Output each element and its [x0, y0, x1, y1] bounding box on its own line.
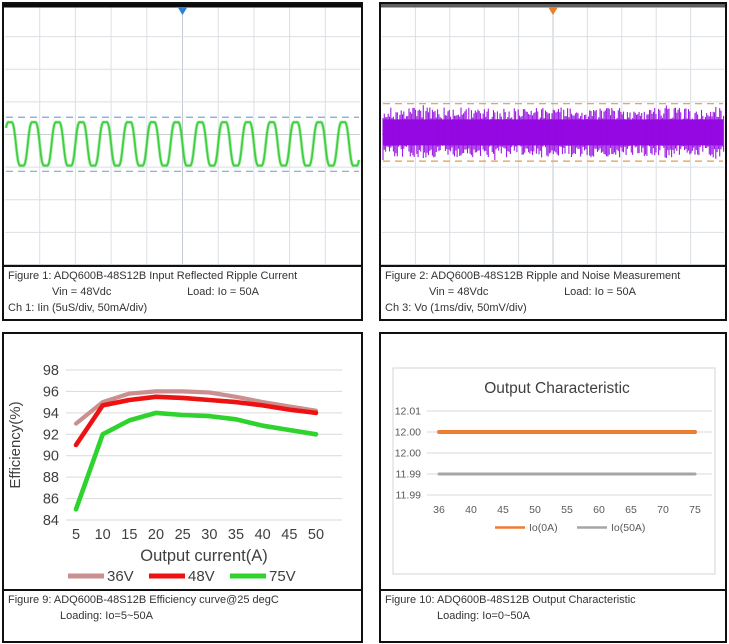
figure1-panel: Figure 1: ADQ600B-48S12B Input Reflected…	[2, 2, 363, 321]
svg-text:Io(50A): Io(50A)	[611, 522, 645, 534]
figure10-caption: Figure 10: ADQ600B-48S12B Output Charact…	[381, 589, 725, 641]
figure2-caption: Figure 2: ADQ600B-48S12B Ripple and Nois…	[381, 265, 725, 319]
figure1-scope-waveform	[4, 4, 361, 265]
svg-text:45: 45	[497, 504, 509, 516]
figure2-conditions: Vin = 48Vdc Load: Io = 50A	[385, 285, 720, 301]
svg-text:86: 86	[43, 492, 59, 508]
svg-text:30: 30	[201, 527, 217, 543]
svg-text:92: 92	[43, 427, 59, 443]
figure10-chart-area: Output Characteristic 12.01 12.00 12.00 11.9…	[381, 334, 725, 589]
svg-text:10: 10	[95, 527, 111, 543]
figure9-caption: Figure 9: ADQ600B-48S12B Efficiency curv…	[4, 589, 361, 641]
svg-text:50: 50	[308, 527, 324, 543]
figure1-vin: Vin = 48Vdc	[52, 285, 112, 298]
svg-text:45: 45	[281, 527, 297, 543]
figure1-channel: Ch 1: Iin (5uS/div, 50mA/div)	[8, 301, 148, 314]
svg-text:90: 90	[43, 449, 59, 465]
svg-text:60: 60	[593, 504, 605, 516]
figure1-load: Load: Io = 50A	[187, 285, 259, 298]
figure2-scope-waveform: 3	[381, 4, 725, 265]
svg-text:75V: 75V	[269, 568, 296, 585]
figure2-title: Figure 2: ADQ600B-48S12B Ripple and Nois…	[385, 270, 681, 282]
svg-text:48V: 48V	[188, 568, 215, 585]
svg-text:12.01: 12.01	[395, 406, 421, 418]
svg-text:40: 40	[465, 504, 477, 516]
svg-text:96: 96	[43, 384, 59, 400]
figure10-title: Figure 10: ADQ600B-48S12B Output Charact…	[385, 594, 636, 606]
svg-text:11.99: 11.99	[396, 490, 422, 502]
efficiency-chart: 98 96 94 92 90 88 86 84 5 10 15 20 25 30 35 40 45 50 Outpu…	[7, 363, 342, 585]
svg-text:Output Characteristic: Output Characteristic	[484, 380, 630, 397]
svg-text:50: 50	[529, 504, 541, 516]
svg-text:98: 98	[43, 363, 59, 379]
figure9-chart-area: 98 96 94 92 90 88 86 84 5 10 15 20 25 30 35 40 45 50 Outpu…	[4, 334, 361, 589]
svg-text:12.00: 12.00	[395, 448, 421, 460]
figure10-loading: Loading: Io=0~50A	[437, 609, 530, 622]
figure2-vin: Vin = 48Vdc	[429, 285, 489, 298]
svg-text:36: 36	[433, 504, 445, 516]
figure9-panel: 98 96 94 92 90 88 86 84 5 10 15 20 25 30 35 40 45 50 Outpu…	[2, 332, 363, 643]
svg-text:5: 5	[72, 527, 80, 543]
figure2-channel: Ch 3: Vo (1ms/div, 50mV/div)	[385, 301, 527, 314]
svg-text:Output current(A): Output current(A)	[140, 547, 267, 565]
svg-text:25: 25	[175, 527, 191, 543]
figure10-panel: Output Characteristic 12.01 12.00 12.00 11.9…	[379, 332, 727, 643]
svg-text:70: 70	[657, 504, 669, 516]
svg-text:84: 84	[43, 513, 59, 529]
svg-text:Efficiency(%): Efficiency(%)	[7, 401, 24, 488]
figure1-oscilloscope-display	[4, 4, 361, 265]
svg-text:20: 20	[148, 527, 164, 543]
figure1-title: Figure 1: ADQ600B-48S12B Input Reflected…	[8, 270, 298, 282]
svg-text:15: 15	[121, 527, 137, 543]
svg-text:94: 94	[43, 406, 59, 422]
figure2-oscilloscope-display: 3	[381, 4, 725, 265]
svg-text:11.99: 11.99	[396, 469, 422, 481]
figure1-caption: Figure 1: ADQ600B-48S12B Input Reflected…	[4, 265, 361, 319]
figure1-conditions: Vin = 48Vdc Load: Io = 50A	[8, 285, 356, 301]
figure9-loading: Loading: Io=5~50A	[60, 609, 153, 622]
svg-text:Io(0A): Io(0A)	[529, 522, 558, 534]
svg-text:55: 55	[561, 504, 573, 516]
svg-text:3: 3	[382, 127, 387, 137]
svg-text:12.00: 12.00	[395, 427, 421, 439]
svg-text:36V: 36V	[107, 568, 134, 585]
figure2-panel: 3 Figure 2: ADQ600B-48S12B Ripple and No…	[379, 2, 727, 321]
svg-text:35: 35	[228, 527, 244, 543]
svg-text:88: 88	[43, 470, 59, 486]
figure9-title: Figure 9: ADQ600B-48S12B Efficiency curv…	[8, 594, 279, 606]
svg-text:75: 75	[689, 504, 701, 516]
figure2-load: Load: Io = 50A	[564, 285, 636, 298]
svg-text:40: 40	[255, 527, 271, 543]
output-characteristic-chart: Output Characteristic 12.01 12.00 12.00 11.9…	[392, 367, 716, 575]
svg-text:65: 65	[625, 504, 637, 516]
